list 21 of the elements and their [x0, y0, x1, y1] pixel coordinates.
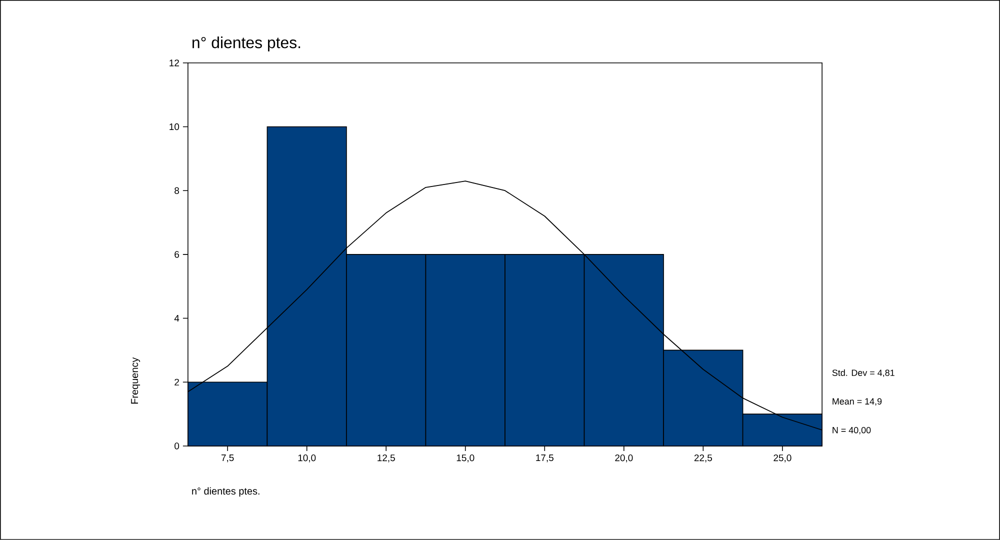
x-tick-label: 22,5 — [694, 454, 712, 462]
text: N = 40,00 — [832, 426, 871, 434]
x-tick-label: 20,0 — [615, 454, 633, 462]
y-tick-label: 12 — [170, 60, 179, 66]
y-axis-title: Frequency — [131, 357, 140, 404]
x-tick-label: 15,0 — [456, 454, 474, 462]
x-axis-title: n° dientes ptes. — [192, 487, 260, 497]
y-tick-label: 10 — [170, 123, 180, 130]
text: Std. Dev = 4,81 — [832, 369, 894, 378]
text: Mean = 14,9 — [832, 398, 882, 406]
y-tick-label: 8 — [174, 187, 180, 194]
y-tick-label: 4 — [174, 315, 180, 322]
chart-title: n° dientes ptes. — [192, 36, 300, 52]
x-tick-label: 10,0 — [298, 454, 316, 462]
x-tick-label: 17,5 — [536, 454, 554, 462]
x-tick-label: 25,0 — [774, 454, 792, 462]
y-tick-label: 6 — [174, 251, 180, 258]
x-tick-label: 12,5 — [378, 454, 395, 462]
y-tick-label: 0 — [174, 442, 180, 450]
y-tick-label: 2 — [174, 378, 179, 386]
x-tick-label: 7,5 — [221, 454, 234, 462]
